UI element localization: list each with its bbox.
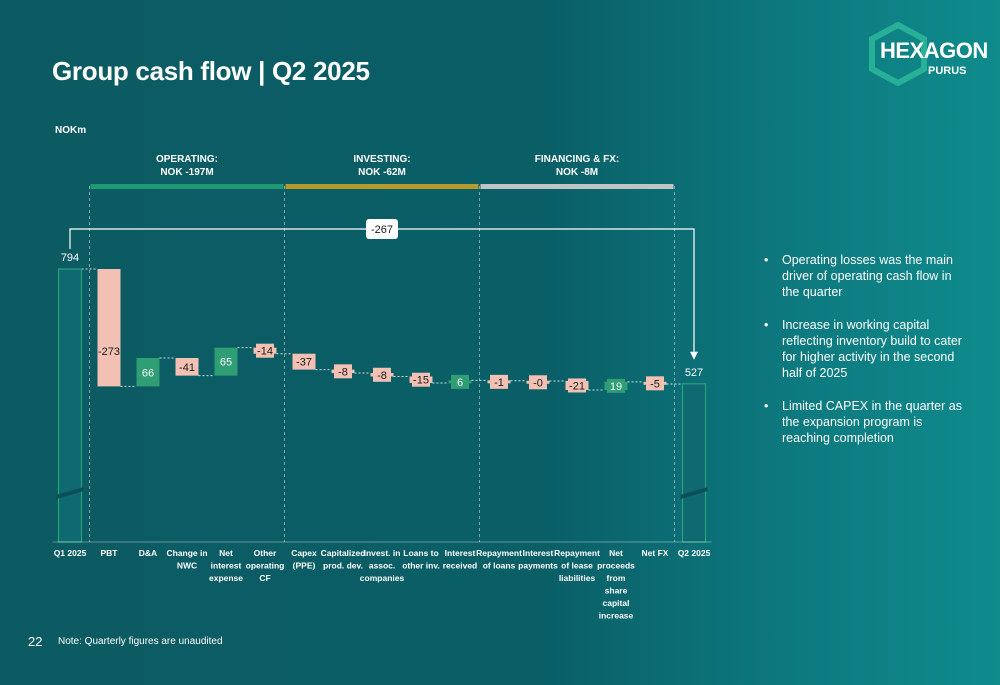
data-label: 19	[610, 381, 622, 393]
data-label-bg	[451, 374, 469, 389]
section-title-financing: FINANCING & FX:	[535, 154, 619, 165]
x-tick-label: liabilities	[559, 573, 596, 583]
section-bar-operating	[90, 184, 284, 189]
data-label: -273	[98, 346, 120, 358]
x-tick-label: share	[605, 586, 628, 596]
x-tick-label: payments	[518, 561, 558, 571]
logo-wordmark: HEXAGON	[880, 38, 988, 63]
axis-break-mark	[680, 487, 708, 499]
x-tick-label: prod. dev.	[323, 561, 363, 571]
section-bar-financing	[480, 184, 674, 189]
section-value-financing: NOK -8M	[556, 167, 598, 178]
x-tick-label: Q1 2025	[54, 548, 87, 558]
x-tick-label: from	[607, 573, 626, 583]
x-tick-label: Net FX	[642, 548, 669, 558]
x-tick-label: operating	[246, 561, 285, 571]
page-number: 22	[28, 634, 43, 649]
x-tick-label: Interest	[445, 548, 476, 558]
data-label: -41	[179, 362, 195, 374]
hexagon-icon	[869, 22, 927, 86]
data-label: -14	[257, 346, 273, 358]
data-label-bg	[607, 378, 625, 393]
data-label: -0	[533, 377, 543, 389]
x-tick-label: of loans	[483, 561, 516, 571]
x-tick-label: of lease	[561, 561, 593, 571]
section-bar-investing	[285, 184, 479, 189]
x-tick-label: Repayment	[476, 548, 522, 558]
section-value-investing: NOK -62M	[358, 167, 406, 178]
data-label-bg	[490, 374, 508, 389]
x-tick-label: NWC	[177, 561, 197, 571]
bridge-label: -267	[371, 224, 393, 236]
x-tick-label: expense	[209, 573, 243, 583]
x-tick-label: Capex	[291, 548, 317, 558]
data-label-bg	[412, 372, 430, 387]
x-tick-label: interest	[211, 561, 242, 571]
data-label: -8	[338, 366, 348, 378]
x-tick-label: Net	[219, 548, 233, 558]
x-tick-label: capital	[603, 598, 630, 608]
bridge-line	[69, 228, 695, 354]
bar-increase	[136, 358, 160, 387]
data-label-bg	[529, 375, 547, 390]
data-label: 66	[142, 367, 154, 379]
data-label-total: 527	[685, 367, 703, 379]
section-value-operating: NOK -197M	[160, 167, 213, 178]
data-label: 65	[220, 357, 232, 369]
data-label-bg	[373, 367, 391, 382]
data-label-bg	[256, 343, 274, 358]
logo-subtext: PURUS	[928, 65, 967, 77]
bar-increase	[214, 347, 238, 376]
data-label: -8	[377, 370, 387, 382]
bridge-arrow-icon	[690, 351, 698, 360]
x-tick-label: (PPE)	[293, 561, 316, 571]
x-tick-label: Interest	[523, 548, 554, 558]
x-tick-label: Capitalized	[321, 548, 366, 558]
bar-total	[681, 383, 707, 543]
x-tick-label: other inv.	[402, 561, 440, 571]
section-title-investing: INVESTING:	[353, 154, 410, 165]
x-tick-label: received	[443, 561, 478, 571]
x-tick-label: Q2 2025	[678, 548, 711, 558]
data-label-bg	[568, 378, 586, 393]
section-title-operating: OPERATING:	[156, 154, 218, 165]
unit-label: NOKm	[55, 125, 87, 136]
data-label: -21	[569, 380, 585, 392]
bar-decrease	[97, 269, 121, 387]
commentary-bullet: Operating losses was the main driver of …	[762, 252, 962, 300]
data-label-bg	[295, 354, 313, 369]
data-label: 6	[457, 377, 463, 389]
commentary-bullet: Increase in working capital reflecting i…	[762, 317, 962, 381]
x-tick-label: increase	[599, 611, 634, 621]
x-tick-label: CF	[259, 573, 270, 583]
data-label: -37	[296, 357, 312, 369]
bar-total	[57, 268, 83, 543]
commentary-list: Operating losses was the main driver of …	[762, 252, 962, 463]
page-title: Group cash flow | Q2 2025	[52, 56, 370, 86]
footnote: Note: Quarterly figures are unaudited	[58, 636, 223, 647]
data-label: -5	[650, 378, 660, 390]
axis-break-mark	[56, 487, 84, 499]
x-tick-label: D&A	[139, 548, 157, 558]
x-tick-label: Net	[609, 548, 623, 558]
x-tick-label: Invest. in	[364, 548, 401, 558]
data-label-bg	[646, 376, 664, 391]
data-label: -15	[413, 375, 429, 387]
bridge-badge	[366, 219, 398, 239]
x-tick-label: Other	[254, 548, 277, 558]
bar-decrease	[175, 358, 199, 376]
data-label: -1	[494, 377, 504, 389]
x-tick-label: companies	[360, 573, 405, 583]
x-tick-label: assoc.	[369, 561, 395, 571]
data-label-bg	[334, 364, 352, 379]
company-logo: HEXAGON PURUS	[868, 22, 988, 86]
x-tick-label: PBT	[101, 548, 119, 558]
data-label-total: 794	[61, 252, 79, 264]
x-tick-label: Change in	[166, 548, 207, 558]
x-tick-label: proceeds	[597, 561, 635, 571]
commentary-bullet: Limited CAPEX in the quarter as the expa…	[762, 398, 962, 446]
x-tick-label: Loans to	[403, 548, 438, 558]
x-tick-label: Repayment	[554, 548, 600, 558]
